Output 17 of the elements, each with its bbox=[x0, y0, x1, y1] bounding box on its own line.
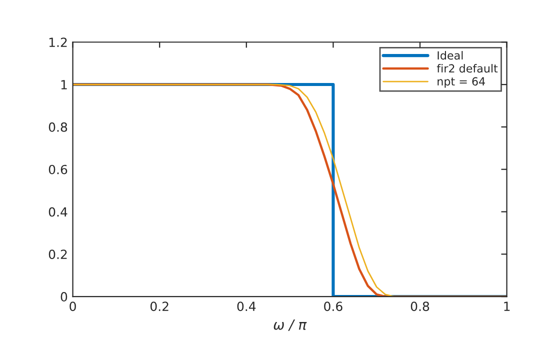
legend-label: npt = 64 bbox=[438, 77, 485, 88]
x-tick-label: 0 bbox=[70, 302, 76, 312]
x-axis-title: ω / π bbox=[274, 320, 307, 331]
y-tick-label: 0.2 bbox=[48, 250, 67, 260]
x-tick-label: 0.6 bbox=[324, 302, 342, 312]
y-tick-label: 0.8 bbox=[48, 122, 68, 132]
y-tick-label: 0 bbox=[60, 292, 68, 302]
y-tick-label: 0.6 bbox=[48, 164, 68, 174]
x-tick-label: 0.2 bbox=[150, 302, 168, 312]
legend-label: Ideal bbox=[438, 51, 463, 60]
y-tick-label: 1 bbox=[61, 80, 67, 90]
x-tick-label: 0.4 bbox=[237, 302, 256, 312]
legend-label: fir2 default bbox=[436, 64, 498, 73]
x-tick-label: 0.8 bbox=[410, 302, 430, 312]
y-tick-label: 1.2 bbox=[49, 38, 67, 47]
x-tick-label: 1 bbox=[504, 302, 510, 311]
y-tick-label: 0.4 bbox=[48, 207, 68, 217]
